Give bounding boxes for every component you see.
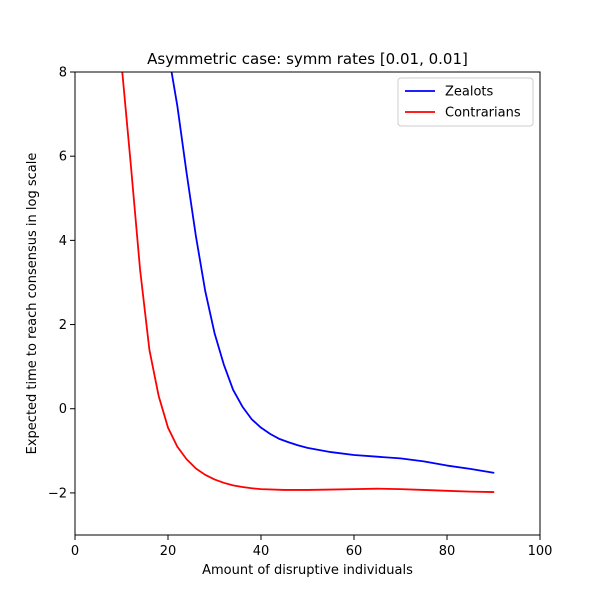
x-tick-label: 0 [71, 544, 79, 559]
legend-label-zealots: Zealots [445, 85, 494, 100]
x-axis: 0 20 40 60 80 100 [71, 535, 553, 559]
x-tick-label: 60 [346, 544, 363, 559]
y-tick-label: 8 [59, 66, 67, 81]
x-axis-label: Amount of disruptive individuals [202, 563, 413, 578]
x-tick-label: 80 [439, 544, 456, 559]
chart-title: Asymmetric case: symm rates [0.01, 0.01] [147, 50, 468, 68]
y-axis: −2 0 2 4 6 8 [48, 66, 75, 501]
legend: Zealots Contrarians [397, 77, 534, 127]
y-axis-label: Expected time to reach consensus in log … [25, 153, 40, 455]
series-line-contrarians [121, 72, 495, 493]
x-tick-label: 40 [253, 544, 270, 559]
y-tick-label: 0 [59, 402, 67, 417]
series-layer [121, 72, 495, 493]
x-tick-label: 100 [528, 544, 553, 559]
legend-box [397, 77, 534, 127]
y-tick-label: 4 [59, 234, 67, 249]
legend-label-contrarians: Contrarians [445, 106, 521, 121]
y-tick-label: 6 [59, 150, 67, 165]
y-tick-label: 2 [59, 318, 67, 333]
series-line-zealots [170, 72, 495, 474]
y-tick-label: −2 [48, 486, 67, 501]
x-tick-label: 20 [160, 544, 177, 559]
plot-frame [74, 71, 541, 536]
